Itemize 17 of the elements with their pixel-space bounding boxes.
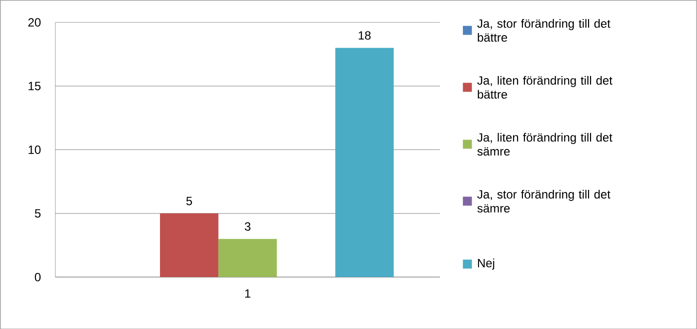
legend-label: Ja, liten förändring till det bättre [477,76,612,98]
x-tick-label: 1 [245,289,250,298]
y-tick-label: 20 [28,18,41,26]
bar [160,213,218,277]
y-tick-label: 5 [34,209,41,218]
legend-label: Ja, liten förändring till det sämre [477,132,612,156]
legend-label: Nej [478,258,494,270]
legend-label: Ja, stor förändring till det sämre [477,190,610,212]
bar [335,48,394,277]
data-label: 18 [358,31,371,40]
data-label: 5 [186,196,192,206]
legend-label: Ja, stor förändring till det bättre [477,18,610,42]
data-label: 3 [244,222,250,230]
bar [218,238,277,277]
y-tick-label: 15 [28,82,41,90]
y-tick-label: 10 [28,145,41,154]
y-tick-label: 0 [34,272,41,282]
